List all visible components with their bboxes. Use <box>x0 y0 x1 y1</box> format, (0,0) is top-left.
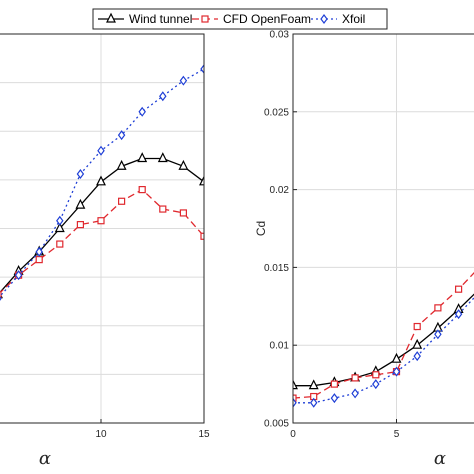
y-tick-label: 0.015 <box>264 263 289 274</box>
data-point <box>56 215 64 226</box>
data-point <box>179 209 187 217</box>
data-point <box>413 322 421 331</box>
y-tick-label: 0.005 <box>264 419 289 430</box>
data-point <box>392 366 401 377</box>
chart-panel-2: 0 5 0.005 0.01 0.015 0.02 0.025 0.03 α Cd <box>254 30 474 469</box>
x-tick-label: 5 <box>394 429 400 440</box>
data-point <box>293 394 297 402</box>
series-line <box>0 188 204 294</box>
data-point <box>372 371 380 379</box>
data-point <box>97 145 105 156</box>
legend-box <box>92 8 388 30</box>
data-point <box>35 246 43 257</box>
legend-entry-1: Wind tunnel <box>98 12 192 26</box>
data-point <box>434 304 442 312</box>
data-point <box>372 379 380 390</box>
data-point <box>54 222 65 233</box>
x-axis-label: α <box>434 448 446 469</box>
y-axis-label: Cd <box>254 221 268 236</box>
data-point <box>351 388 359 399</box>
data-point <box>116 159 127 170</box>
data-point <box>308 379 319 390</box>
series-line <box>293 293 474 387</box>
data-point <box>138 106 146 117</box>
data-point <box>199 175 204 186</box>
data-point <box>14 270 23 281</box>
x-tick-label: 0 <box>290 429 296 440</box>
data-point <box>159 91 167 102</box>
legend-label: CFD OpenFoam <box>223 12 311 26</box>
data-point <box>76 221 85 229</box>
data-point <box>434 329 442 340</box>
data-point <box>0 291 2 299</box>
data-point <box>330 393 339 404</box>
data-point <box>293 397 297 408</box>
legend-entry-3: Xfoil <box>311 12 365 26</box>
data-point <box>200 64 204 75</box>
data-point <box>351 374 359 382</box>
series-line <box>293 272 474 399</box>
legend-marker <box>320 14 328 24</box>
x-tick-label: 15 <box>198 429 210 440</box>
series-xfoil <box>0 64 204 301</box>
y-tick-label: 0.02 <box>270 185 290 196</box>
legend-entry-2: CFD OpenFoam <box>192 12 311 26</box>
series-xfoil <box>293 296 474 408</box>
data-point <box>159 205 167 213</box>
data-point <box>179 75 188 86</box>
data-point <box>0 296 2 301</box>
plot-area <box>293 34 474 423</box>
data-point <box>138 186 146 194</box>
legend-marker <box>201 15 209 23</box>
data-point <box>412 338 423 349</box>
x-axis-label: α <box>39 448 51 469</box>
data-point <box>137 152 148 163</box>
data-point <box>455 285 463 293</box>
chart-panel-1: 10 15 α <box>0 33 210 469</box>
data-point <box>117 130 126 141</box>
data-point <box>96 175 106 186</box>
data-point <box>454 309 463 320</box>
y-tick-label: 0.025 <box>264 107 289 118</box>
data-point <box>330 380 338 388</box>
data-point <box>97 217 105 225</box>
data-point <box>76 169 85 180</box>
data-point <box>178 159 189 170</box>
data-point <box>117 197 126 205</box>
legend-label: Xfoil <box>342 12 365 26</box>
x-tick-label: 10 <box>95 429 107 440</box>
data-point <box>309 397 318 408</box>
data-point <box>75 198 86 209</box>
data-point <box>35 256 43 264</box>
legend: Wind tunnel CFD OpenFoam Xfoil <box>92 8 388 30</box>
legend-marker <box>106 12 116 23</box>
data-point <box>293 379 298 390</box>
data-point <box>391 352 402 363</box>
data-point <box>157 152 168 163</box>
data-point <box>413 351 421 362</box>
y-tick-label: 0.03 <box>270 30 290 41</box>
data-point <box>56 240 64 248</box>
data-point <box>200 232 204 240</box>
series-line <box>293 296 474 404</box>
legend-label: Wind tunnel <box>129 12 192 26</box>
y-tick-label: 0.01 <box>270 341 290 352</box>
